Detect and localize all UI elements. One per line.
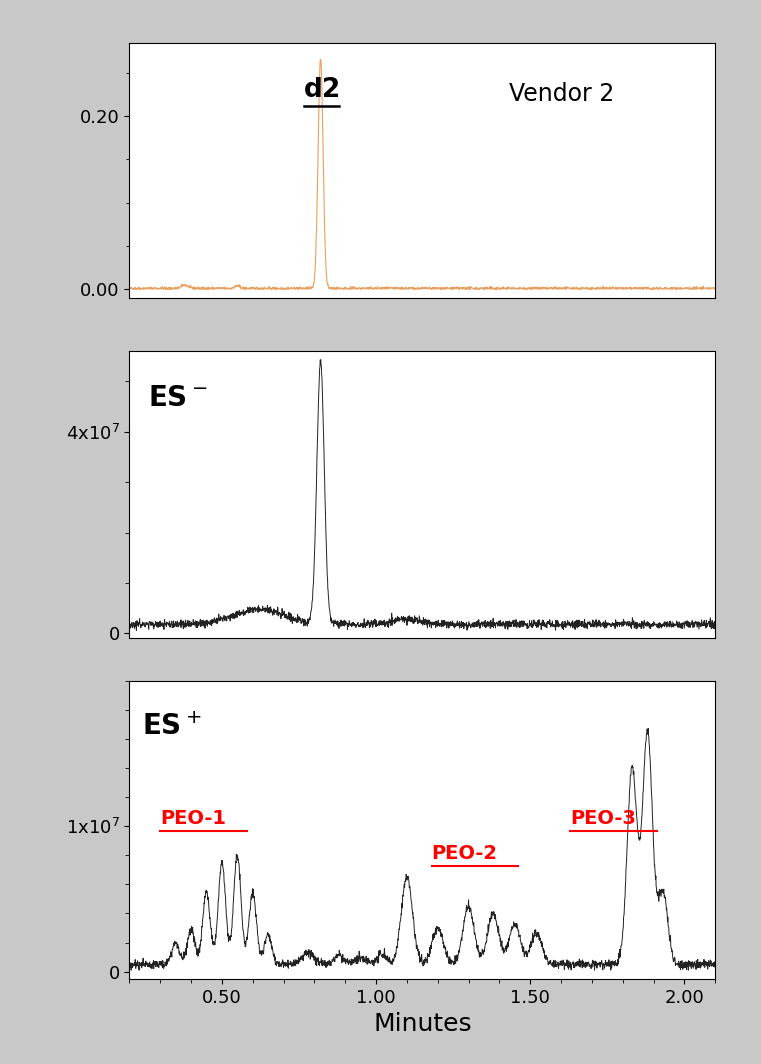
Text: PEO-3: PEO-3 (571, 809, 636, 828)
X-axis label: Minutes: Minutes (373, 1012, 472, 1036)
Text: ES$^+$: ES$^+$ (142, 713, 201, 741)
Text: PEO-2: PEO-2 (431, 844, 498, 863)
Text: PEO-1: PEO-1 (161, 809, 226, 828)
Text: ES$^-$: ES$^-$ (148, 384, 207, 412)
Text: Vendor 2: Vendor 2 (508, 82, 614, 105)
Text: d2: d2 (304, 78, 341, 103)
